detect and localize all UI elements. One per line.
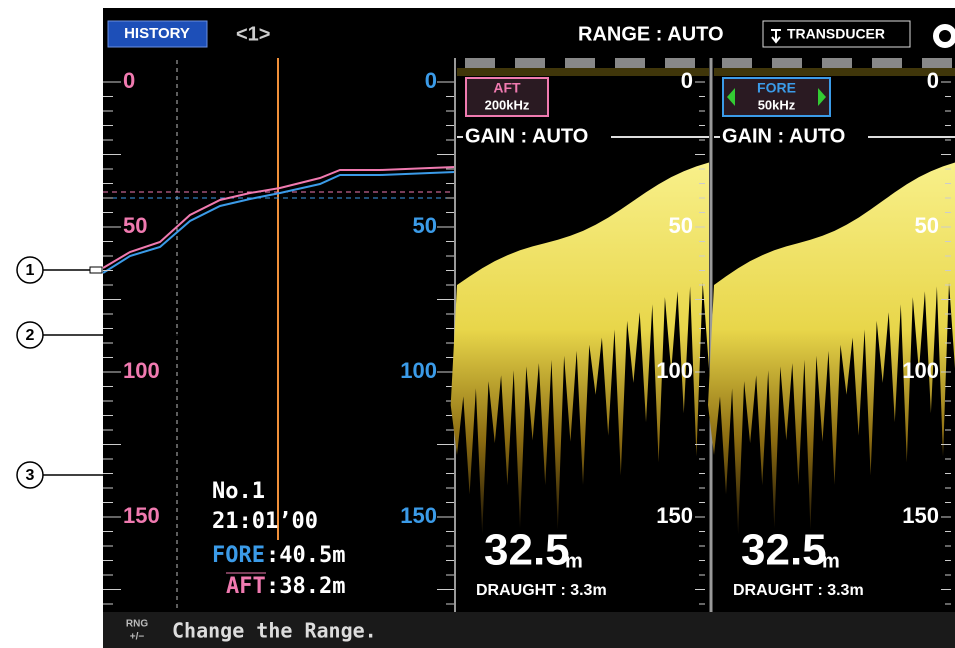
callout-circle: [16, 461, 44, 489]
scale-bar: [665, 58, 695, 68]
callout-circle: [16, 256, 44, 284]
scale-label: 100: [902, 358, 939, 383]
callout-circle: [16, 321, 44, 349]
scale-bar: [515, 58, 545, 68]
gain-label: GAIN : AUTO: [722, 125, 845, 147]
record-number: No.1: [212, 479, 265, 504]
key-bottom: +/−: [130, 632, 145, 643]
fore-scale-label: 0: [425, 68, 437, 93]
depth-value: 32.5: [484, 526, 570, 575]
fore-scale-label: 50: [413, 213, 437, 238]
callout-marker: [89, 266, 103, 274]
gain-bg: [463, 126, 611, 148]
arrow-right: [818, 88, 826, 106]
transducer-icon: [771, 29, 781, 44]
fore-scale-label: 100: [400, 358, 437, 383]
scale-bar: [772, 58, 802, 68]
aft-scale-label: 50: [123, 213, 147, 238]
record-time: 21:01’00: [212, 509, 318, 534]
surface-noise: [714, 68, 955, 76]
transducer-box: [722, 77, 831, 117]
mode-label: HISTORY: [124, 25, 190, 42]
aft-value: :38.2m: [266, 574, 345, 599]
scale-bar: [822, 58, 852, 68]
seabed-echo: [708, 162, 955, 535]
page-label: <1>: [236, 23, 270, 45]
depth-value: 32.5: [741, 526, 827, 575]
aft-label: AFT: [226, 574, 266, 599]
range-label: RANGE : AUTO: [578, 23, 724, 45]
status-icon: [933, 24, 955, 48]
transducer-button[interactable]: [762, 20, 911, 48]
scale-label: 0: [927, 68, 939, 93]
seabed-echo: [450, 162, 709, 535]
gain-bg: [720, 126, 868, 148]
scale-bar: [565, 58, 595, 68]
callout-number: 2: [26, 327, 35, 344]
depth-unit: m: [822, 550, 840, 572]
scale-label: 0: [681, 68, 693, 93]
transducer-box: [465, 77, 549, 117]
scale-label: 50: [669, 213, 693, 238]
fore-scale-label: 150: [400, 503, 437, 528]
frequency-label: 200kHz: [485, 97, 530, 112]
aft-history: [102, 166, 456, 269]
footer-message: Change the Range.: [172, 619, 377, 643]
aft-scale-label: 100: [123, 358, 160, 383]
key-top: RNG: [126, 619, 148, 630]
transducer-label: TRANSDUCER: [787, 26, 885, 42]
draught-label: DRAUGHT : 3.3m: [733, 582, 864, 599]
footer: [103, 612, 955, 648]
history-button[interactable]: [107, 20, 208, 48]
transducer-label: FORE: [757, 80, 796, 96]
transducer-label: AFT: [493, 80, 521, 96]
callout-number: 1: [26, 262, 35, 279]
scale-bar: [872, 58, 902, 68]
fore-history: [102, 171, 456, 274]
scale-bar: [922, 58, 952, 68]
aft-scale-label: 0: [123, 68, 135, 93]
scale-label: 50: [915, 213, 939, 238]
scale-label: 150: [902, 503, 939, 528]
fore-label: FORE: [212, 543, 265, 568]
scale-bar: [722, 58, 752, 68]
scale-label: 100: [656, 358, 693, 383]
frequency-label: 50kHz: [758, 97, 796, 112]
fore-value: :40.5m: [266, 543, 345, 568]
depth-unit: m: [565, 550, 583, 572]
scale-label: 150: [656, 503, 693, 528]
aft-scale-label: 150: [123, 503, 160, 528]
scale-bar: [615, 58, 645, 68]
arrow-left: [727, 88, 735, 106]
surface-noise: [457, 68, 709, 76]
scale-bar: [465, 58, 495, 68]
gain-label: GAIN : AUTO: [465, 125, 588, 147]
draught-label: DRAUGHT : 3.3m: [476, 582, 607, 599]
callout-number: 3: [26, 467, 35, 484]
